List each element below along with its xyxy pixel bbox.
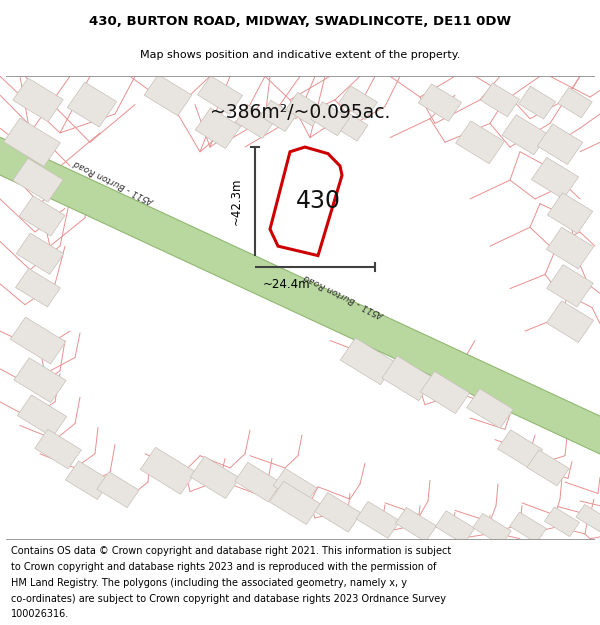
Text: Map shows position and indicative extent of the property.: Map shows position and indicative extent… bbox=[140, 49, 460, 59]
Polygon shape bbox=[260, 100, 296, 131]
Polygon shape bbox=[35, 429, 82, 469]
Text: 430, BURTON ROAD, MIDWAY, SWADLINCOTE, DE11 0DW: 430, BURTON ROAD, MIDWAY, SWADLINCOTE, D… bbox=[89, 15, 511, 28]
Polygon shape bbox=[286, 92, 325, 126]
Polygon shape bbox=[527, 450, 569, 486]
Polygon shape bbox=[65, 461, 110, 499]
Polygon shape bbox=[311, 102, 349, 136]
Polygon shape bbox=[558, 88, 592, 118]
Polygon shape bbox=[467, 389, 514, 428]
Polygon shape bbox=[497, 430, 542, 468]
Polygon shape bbox=[4, 118, 60, 166]
Text: co-ordinates) are subject to Crown copyright and database rights 2023 Ordnance S: co-ordinates) are subject to Crown copyr… bbox=[11, 594, 446, 604]
Polygon shape bbox=[509, 512, 547, 542]
Polygon shape bbox=[435, 511, 475, 544]
Polygon shape bbox=[356, 501, 400, 538]
Polygon shape bbox=[273, 468, 317, 505]
Polygon shape bbox=[67, 82, 116, 127]
Text: A511 - Burton Road: A511 - Burton Road bbox=[73, 158, 157, 206]
Polygon shape bbox=[14, 357, 66, 402]
Polygon shape bbox=[518, 86, 556, 119]
Polygon shape bbox=[421, 371, 470, 414]
Polygon shape bbox=[17, 395, 67, 437]
Text: 430: 430 bbox=[296, 189, 341, 213]
Polygon shape bbox=[418, 84, 461, 121]
Polygon shape bbox=[270, 147, 342, 256]
Text: ~24.4m: ~24.4m bbox=[263, 278, 311, 291]
Polygon shape bbox=[10, 317, 66, 364]
Text: HM Land Registry. The polygons (including the associated geometry, namely x, y: HM Land Registry. The polygons (includin… bbox=[11, 578, 407, 587]
Polygon shape bbox=[314, 492, 361, 532]
Polygon shape bbox=[532, 158, 578, 199]
Polygon shape bbox=[190, 456, 239, 499]
Polygon shape bbox=[547, 301, 593, 343]
Polygon shape bbox=[236, 104, 274, 139]
Polygon shape bbox=[235, 462, 281, 502]
Text: A511 - Burton Road: A511 - Burton Road bbox=[303, 272, 387, 319]
Text: to Crown copyright and database rights 2023 and is reproduced with the permissio: to Crown copyright and database rights 2… bbox=[11, 562, 436, 572]
Polygon shape bbox=[16, 233, 64, 274]
Polygon shape bbox=[338, 86, 377, 119]
Polygon shape bbox=[395, 508, 437, 542]
Polygon shape bbox=[547, 192, 593, 234]
Polygon shape bbox=[13, 158, 63, 202]
Polygon shape bbox=[473, 514, 511, 545]
Polygon shape bbox=[16, 268, 61, 307]
Polygon shape bbox=[140, 448, 196, 494]
Polygon shape bbox=[197, 76, 242, 114]
Polygon shape bbox=[13, 78, 63, 122]
Polygon shape bbox=[545, 507, 580, 537]
Polygon shape bbox=[481, 83, 520, 117]
Polygon shape bbox=[144, 74, 192, 116]
Polygon shape bbox=[332, 110, 368, 141]
Polygon shape bbox=[547, 227, 593, 269]
Text: ~42.3m: ~42.3m bbox=[230, 177, 243, 225]
Polygon shape bbox=[576, 504, 600, 531]
Polygon shape bbox=[19, 196, 65, 236]
Polygon shape bbox=[547, 264, 593, 307]
Polygon shape bbox=[97, 472, 139, 508]
Polygon shape bbox=[340, 338, 396, 385]
Polygon shape bbox=[502, 115, 548, 155]
Polygon shape bbox=[455, 121, 505, 164]
Polygon shape bbox=[382, 356, 434, 401]
Polygon shape bbox=[537, 124, 583, 164]
Text: Contains OS data © Crown copyright and database right 2021. This information is : Contains OS data © Crown copyright and d… bbox=[11, 546, 451, 556]
Text: 100026316.: 100026316. bbox=[11, 609, 69, 619]
Text: ~386m²/~0.095ac.: ~386m²/~0.095ac. bbox=[210, 102, 390, 121]
Polygon shape bbox=[269, 481, 320, 524]
Polygon shape bbox=[0, 118, 600, 459]
Polygon shape bbox=[195, 108, 241, 149]
